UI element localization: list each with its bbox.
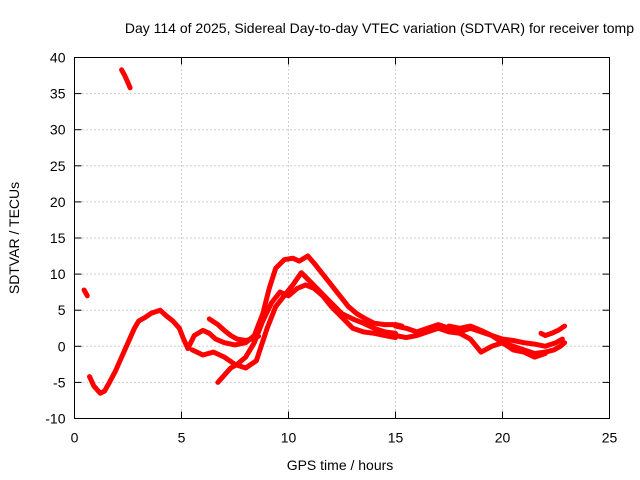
series-line-segment-g bbox=[206, 316, 261, 343]
y-tick-label: 0 bbox=[58, 338, 66, 354]
y-tick-labels: -10 -5 0 5 10 15 20 25 30 35 40 bbox=[45, 50, 65, 427]
series-line-segment-k bbox=[538, 323, 568, 338]
y-tick-label: 5 bbox=[58, 302, 66, 318]
y-tick-label: 20 bbox=[50, 194, 66, 210]
series-line-segment-b bbox=[119, 67, 133, 91]
y-axis-label: SDTVAR / TECUs bbox=[6, 182, 22, 294]
series-line-segment-a bbox=[81, 287, 90, 299]
series-line-segment-i bbox=[393, 325, 548, 360]
x-tick-label: 25 bbox=[602, 430, 618, 446]
y-tick-label: -5 bbox=[53, 374, 66, 390]
y-tick-label: 25 bbox=[50, 158, 66, 174]
x-tick-label: 0 bbox=[71, 430, 79, 446]
x-tick-labels: 0 5 10 15 20 25 bbox=[71, 430, 618, 446]
series-group bbox=[81, 67, 568, 396]
y-tick-label: 40 bbox=[50, 50, 66, 66]
chart-title: Day 114 of 2025, Sidereal Day-to-day VTE… bbox=[125, 20, 634, 36]
x-tick-label: 5 bbox=[178, 430, 186, 446]
series-line-segment-d bbox=[185, 253, 405, 351]
y-tick-label: 10 bbox=[50, 266, 66, 282]
series-line-segment-j bbox=[446, 323, 568, 356]
series-line-segment-f bbox=[215, 282, 398, 385]
x-axis-label: GPS time / hours bbox=[287, 457, 394, 473]
y-tick-label: 35 bbox=[50, 86, 66, 102]
x-tick-label: 15 bbox=[388, 430, 404, 446]
x-tick-label: 20 bbox=[495, 430, 511, 446]
series-line-segment-c bbox=[87, 307, 191, 396]
y-tick-label: 30 bbox=[50, 122, 66, 138]
y-tick-label: -10 bbox=[45, 411, 65, 427]
grid-lines bbox=[74, 57, 610, 419]
y-tick-label: 15 bbox=[50, 230, 66, 246]
axis-ticks bbox=[74, 57, 610, 419]
series-line-segment-e bbox=[189, 270, 398, 371]
x-tick-label: 10 bbox=[281, 430, 297, 446]
